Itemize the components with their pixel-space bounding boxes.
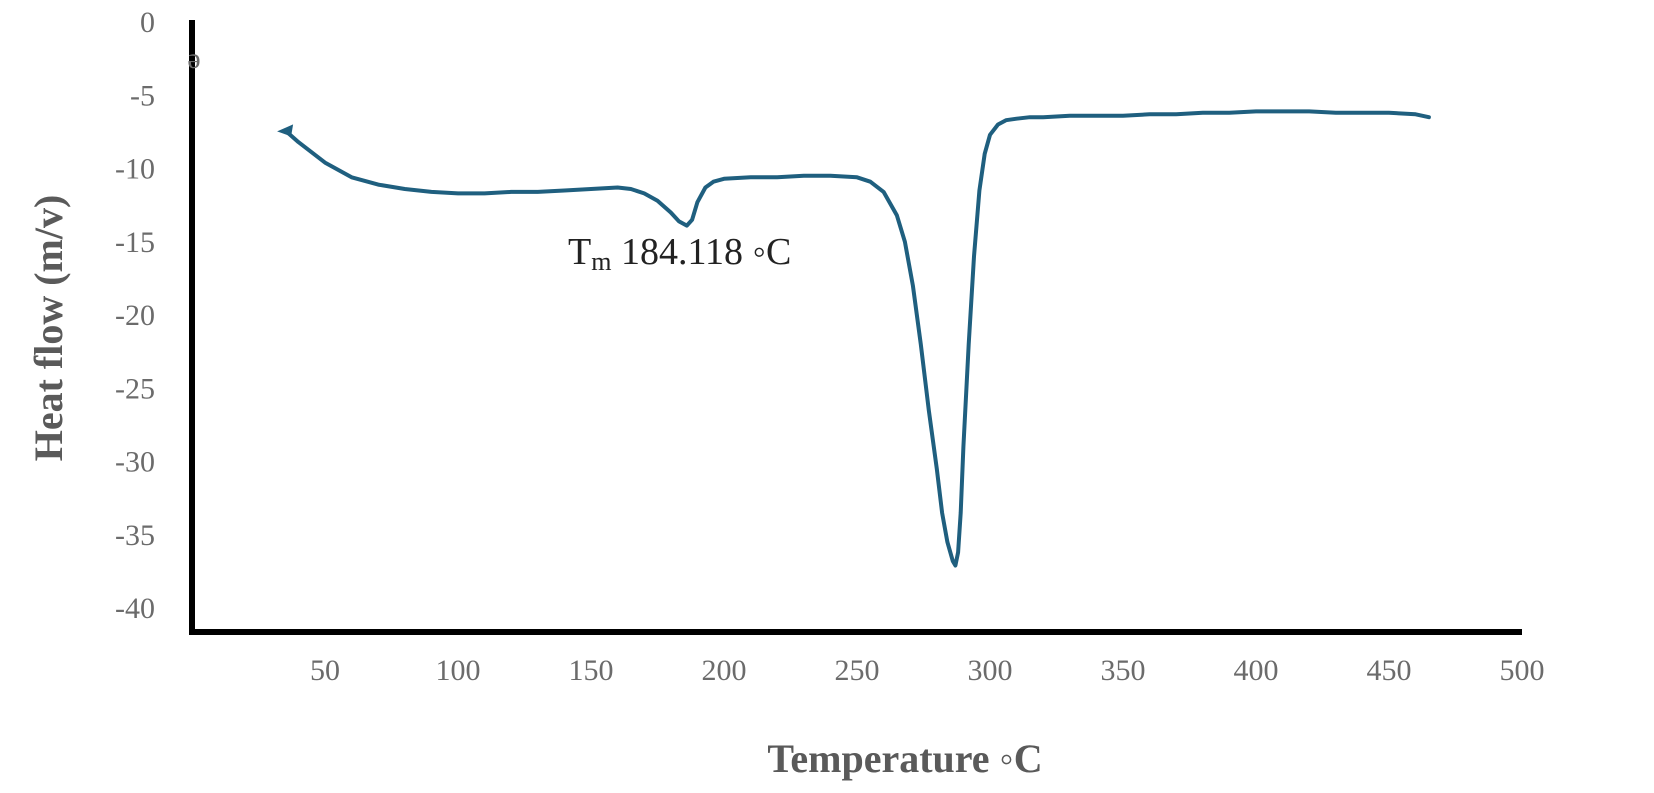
x-tick-label: 400 <box>1234 654 1279 687</box>
tm-annotation-value: 184.118 ◦C <box>611 231 791 273</box>
stray-mark: ə <box>187 42 200 75</box>
y-tick-label: -40 <box>115 592 155 625</box>
y-tick-label: -35 <box>115 519 155 552</box>
x-tick-label: 350 <box>1101 654 1146 687</box>
x-tick-label: 250 <box>835 654 880 687</box>
tm-annotation-prefix: T <box>568 231 591 273</box>
x-axis-title: Temperature ◦C <box>767 736 1042 781</box>
y-axis-title: Heat flow (m/v) <box>26 195 71 462</box>
x-tick-label: 100 <box>436 654 481 687</box>
y-tick-label: 0 <box>140 6 155 39</box>
heat-flow-curve <box>283 109 1431 568</box>
x-tick-label: 50 <box>310 654 340 687</box>
stray-marks: ə <box>187 42 200 75</box>
tm-annotation: Tm 184.118 ◦C <box>568 231 791 276</box>
y-tick-label: -5 <box>130 79 155 112</box>
y-tick-label: -10 <box>115 153 155 186</box>
x-tick-label: 450 <box>1367 654 1412 687</box>
x-tick-label: 500 <box>1500 654 1545 687</box>
x-axis-ticks: 50 100 150 200 250 300 350 400 450 500 <box>310 654 1545 687</box>
x-tick-label: 150 <box>569 654 614 687</box>
tm-annotation-subscript: m <box>591 247 611 276</box>
x-tick-label: 300 <box>968 654 1013 687</box>
y-axis-ticks: 0 -5 -10 -15 -20 -25 -30 -35 -40 <box>115 6 155 625</box>
y-tick-label: -25 <box>115 372 155 405</box>
y-tick-label: -20 <box>115 299 155 332</box>
curve-start-marker <box>277 124 294 137</box>
y-tick-label: -15 <box>115 226 155 259</box>
x-tick-label: 200 <box>702 654 747 687</box>
y-tick-label: -30 <box>115 446 155 479</box>
